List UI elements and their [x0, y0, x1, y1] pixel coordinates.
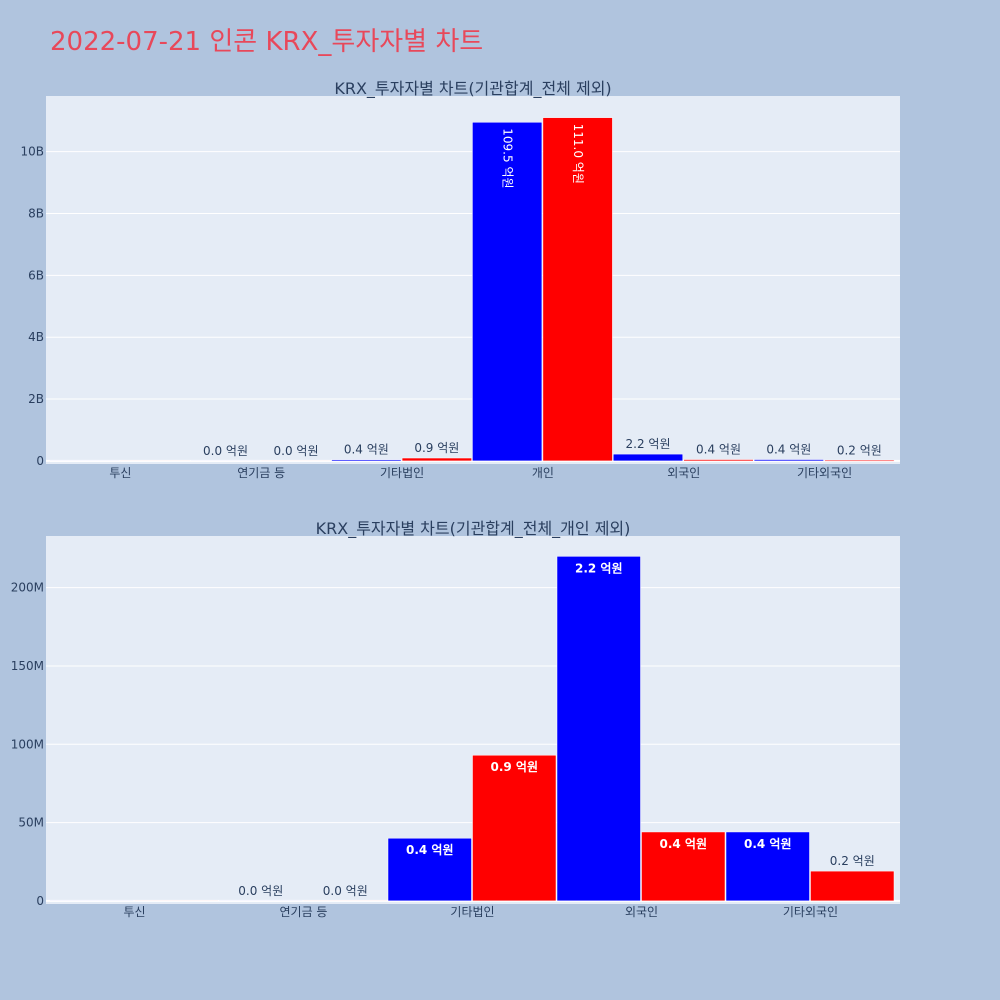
- bar: [613, 453, 683, 462]
- y-tick-label: 50M: [18, 816, 44, 830]
- bar: [810, 870, 895, 902]
- y-tick-label: 8B: [28, 207, 44, 221]
- x-tick-label: 기타법인: [380, 466, 424, 480]
- y-tick-label: 100M: [11, 737, 44, 751]
- y-tick-label: 6B: [28, 268, 44, 282]
- x-tick-label: 연기금 등: [237, 466, 285, 480]
- x-tick-label: 투신: [109, 466, 131, 480]
- bar: [683, 459, 754, 462]
- bar: [472, 754, 557, 902]
- bar: [401, 457, 472, 462]
- bar: [542, 117, 613, 462]
- data-label: 2.2 억원: [626, 437, 671, 451]
- data-label: 0.9 억원: [490, 760, 538, 774]
- data-label: 0.4 억원: [696, 443, 741, 457]
- x-tick-label: 투신: [123, 905, 145, 919]
- y-tick-label: 150M: [11, 659, 44, 673]
- data-label: 111.0 억원: [571, 124, 585, 184]
- x-tick-label: 외국인: [667, 466, 700, 480]
- x-tick-label: 외국인: [625, 905, 658, 919]
- data-label: 0.4 억원: [344, 443, 389, 457]
- subplot-title: KRX_투자자별 차트(기관합계_전체 제외): [334, 79, 611, 99]
- y-tick-label: 2B: [28, 392, 44, 406]
- data-label: 0.0 억원: [274, 444, 319, 458]
- y-tick-label: 4B: [28, 330, 44, 344]
- subplot-title: KRX_투자자별 차트(기관합계_전체_개인 제외): [316, 519, 631, 539]
- data-label: 0.4 억원: [659, 837, 707, 851]
- bar: [331, 459, 402, 462]
- data-label: 0.0 억원: [238, 884, 283, 898]
- bar: [120, 460, 191, 462]
- bar: [725, 831, 810, 902]
- data-label: 0.0 억원: [203, 444, 248, 458]
- chart-panel-2: 0 50M 100M 150M 200M KRX_투자자별 차트(기관합계_전체_개인 제…: [11, 519, 900, 919]
- data-label: 0.2 억원: [837, 443, 882, 457]
- bar: [49, 460, 120, 462]
- x-tick-label: 개인: [532, 466, 554, 480]
- data-label: 2.2 억원: [575, 561, 623, 575]
- x-tick-label: 기타외국인: [783, 905, 838, 919]
- data-label: 0.9 억원: [414, 441, 459, 455]
- x-tick-label: 연기금 등: [280, 905, 328, 919]
- x-tick-label: 기타법인: [450, 905, 494, 919]
- data-label: 0.4 억원: [744, 837, 792, 851]
- y-tick-label: 200M: [11, 581, 44, 595]
- bar: [824, 460, 895, 462]
- bar: [556, 556, 641, 902]
- bar: [303, 900, 388, 902]
- data-label: 0.4 억원: [766, 443, 811, 457]
- bar: [387, 837, 472, 902]
- y-tick-label: 0: [36, 454, 44, 468]
- bar: [134, 900, 219, 902]
- bar: [49, 900, 134, 902]
- data-label: 0.4 억원: [406, 843, 454, 857]
- data-label: 109.5 억원: [501, 128, 515, 188]
- bar: [261, 460, 331, 462]
- bar: [472, 122, 543, 462]
- chart-panel-1: 0 2B 4B 6B 8B 10B KRX_투자자별 차트(기관합계_전체 제외) 투신 연기금…: [20, 79, 900, 480]
- bar: [190, 460, 261, 462]
- y-tick-label: 0: [36, 894, 44, 908]
- bar: [753, 459, 824, 462]
- data-label: 0.0 억원: [323, 884, 368, 898]
- page-title: 2022-07-21 인콘 KRX_투자자별 차트: [50, 27, 483, 57]
- data-label: 0.2 억원: [830, 854, 875, 868]
- y-tick-label: 10B: [20, 145, 44, 159]
- x-tick-label: 기타외국인: [797, 466, 852, 480]
- bar: [218, 900, 303, 902]
- bar: [641, 831, 726, 902]
